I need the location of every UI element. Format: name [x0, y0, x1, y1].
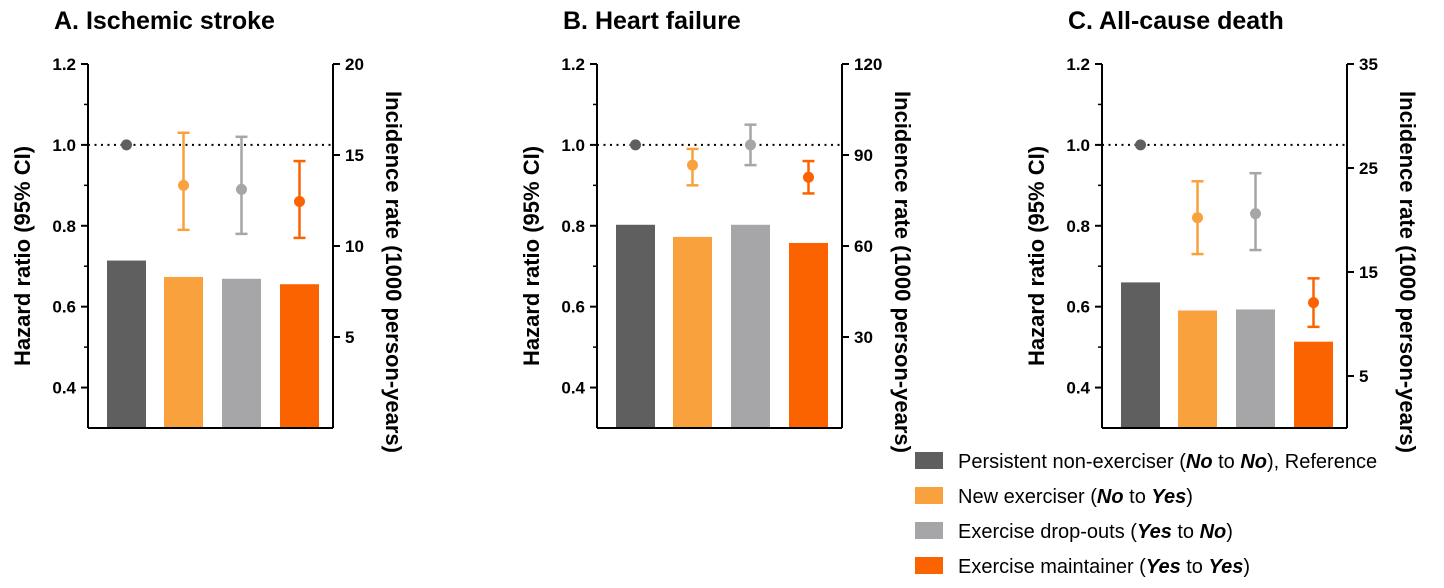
right-axis-label: Incidence rate (1000 person-years): [1395, 91, 1420, 453]
legend-label-part: No: [1240, 451, 1267, 473]
right-tick-label: 10: [345, 237, 364, 256]
left-tick-label: 1.2: [561, 55, 585, 74]
left-tick-label: 0.4: [1066, 379, 1090, 398]
hazard-ratio-point-new: [178, 179, 189, 191]
legend-label-part: to: [1172, 521, 1200, 543]
left-axis-label: Hazard ratio (95% CI): [10, 146, 35, 366]
left-tick-label: 0.8: [1066, 217, 1090, 236]
left-axis-label: Hazard ratio (95% CI): [519, 146, 544, 366]
left-tick-label: 0.6: [1066, 298, 1090, 317]
left-tick-label: 1.0: [561, 136, 585, 155]
legend-label-part: to: [1181, 556, 1209, 578]
hazard-ratio-point-maintainer: [1308, 297, 1319, 309]
left-tick-label: 0.6: [52, 298, 76, 317]
hazard-ratio-point-persistent: [121, 139, 132, 151]
right-axis-label: Incidence rate (1000 person-years): [381, 91, 406, 453]
incidence-bar-persistent: [107, 260, 146, 428]
right-tick-label: 30: [854, 328, 873, 347]
right-tick-label: 15: [1359, 263, 1378, 282]
legend-label-part: Exercise drop-outs (: [958, 521, 1137, 543]
legend-swatch-dropout: [915, 522, 943, 539]
left-tick-label: 1.0: [52, 136, 76, 155]
left-tick-label: 0.4: [561, 379, 585, 398]
panel-title: C. All-cause death: [1068, 7, 1284, 35]
left-tick-label: 0.8: [52, 217, 76, 236]
panel-title: B. Heart failure: [563, 7, 741, 35]
panel-3: C. All-cause death 0.4 0.6 0.8 1.0 1.2 5 15 25 35…: [1024, 7, 1420, 453]
left-tick-label: 1.2: [52, 55, 76, 74]
legend-label-part: Persistent non-exerciser (: [958, 451, 1186, 473]
right-tick-label: 5: [345, 328, 354, 347]
legend-swatch-new: [915, 487, 943, 504]
incidence-bar-persistent: [1121, 282, 1160, 428]
incidence-bar-maintainer: [789, 242, 828, 428]
hazard-ratio-point-persistent: [1135, 139, 1146, 151]
panel-title: A. Ischemic stroke: [54, 7, 275, 35]
left-axis-label: Hazard ratio (95% CI): [1024, 146, 1049, 366]
legend-label-part: Yes: [1208, 556, 1243, 578]
left-tick-label: 0.4: [52, 379, 76, 398]
incidence-bar-maintainer: [1294, 341, 1333, 428]
legend-label-part: No: [1097, 486, 1124, 508]
legend-label-part: ), Reference: [1267, 451, 1377, 473]
legend-label-part: No: [1186, 451, 1213, 473]
right-tick-label: 60: [854, 237, 873, 256]
hazard-ratio-point-dropout: [236, 183, 247, 195]
hazard-ratio-point-dropout: [745, 139, 756, 151]
right-tick-label: 15: [345, 146, 364, 165]
legend-label-part: ): [1226, 521, 1233, 543]
hazard-ratio-point-dropout: [1250, 208, 1261, 220]
legend-label-part: to: [1213, 451, 1241, 473]
legend-label-part: No: [1200, 521, 1227, 543]
legend-label-part: to: [1124, 486, 1152, 508]
hazard-ratio-point-new: [1192, 212, 1203, 224]
right-tick-label: 5: [1359, 367, 1368, 386]
legend: Persistent non-exerciser (No to No), Ref…: [915, 451, 1377, 578]
incidence-bar-persistent: [616, 224, 655, 428]
left-tick-label: 0.6: [561, 298, 585, 317]
legend-label-new: New exerciser (No to Yes): [958, 486, 1193, 508]
legend-label-maintainer: Exercise maintainer (Yes to Yes): [958, 556, 1250, 578]
hazard-ratio-point-persistent: [630, 139, 641, 151]
incidence-bar-dropout: [1236, 309, 1275, 428]
legend-label-persistent: Persistent non-exerciser (No to No), Ref…: [958, 451, 1377, 473]
incidence-bar-new: [673, 236, 712, 428]
left-tick-label: 1.0: [1066, 136, 1090, 155]
hazard-ratio-point-maintainer: [803, 171, 814, 183]
hazard-ratio-point-new: [687, 159, 698, 171]
panel-2: B. Heart failure 0.4 0.6 0.8 1.0 1.2 30 60 90 120…: [519, 7, 915, 453]
legend-label-part: Yes: [1151, 486, 1186, 508]
legend-label-part: Yes: [1146, 556, 1181, 578]
legend-label-part: Yes: [1137, 521, 1172, 543]
legend-swatch-maintainer: [915, 557, 943, 574]
incidence-bar-dropout: [222, 278, 261, 428]
legend-label-part: ): [1186, 486, 1193, 508]
legend-label-part: Exercise maintainer (: [958, 556, 1146, 578]
panel-1: A. Ischemic stroke 0.4 0.6 0.8 1.0 1.2 5 10 15 20…: [10, 7, 406, 453]
legend-label-part: New exerciser (: [958, 486, 1097, 508]
right-axis-label: Incidence rate (1000 person-years): [890, 91, 915, 453]
incidence-bar-new: [164, 276, 203, 428]
legend-label-dropout: Exercise drop-outs (Yes to No): [958, 521, 1233, 543]
hazard-ratio-point-maintainer: [294, 196, 305, 208]
legend-swatch-persistent: [915, 452, 943, 469]
legend-label-part: ): [1243, 556, 1250, 578]
incidence-bar-maintainer: [280, 284, 319, 428]
right-tick-label: 25: [1359, 159, 1378, 178]
left-tick-label: 0.8: [561, 217, 585, 236]
right-tick-label: 35: [1359, 55, 1378, 74]
incidence-bar-dropout: [731, 224, 770, 428]
incidence-bar-new: [1178, 310, 1217, 428]
left-tick-label: 1.2: [1066, 55, 1090, 74]
right-tick-label: 90: [854, 146, 873, 165]
right-tick-label: 20: [345, 55, 364, 74]
right-tick-label: 120: [854, 55, 882, 74]
